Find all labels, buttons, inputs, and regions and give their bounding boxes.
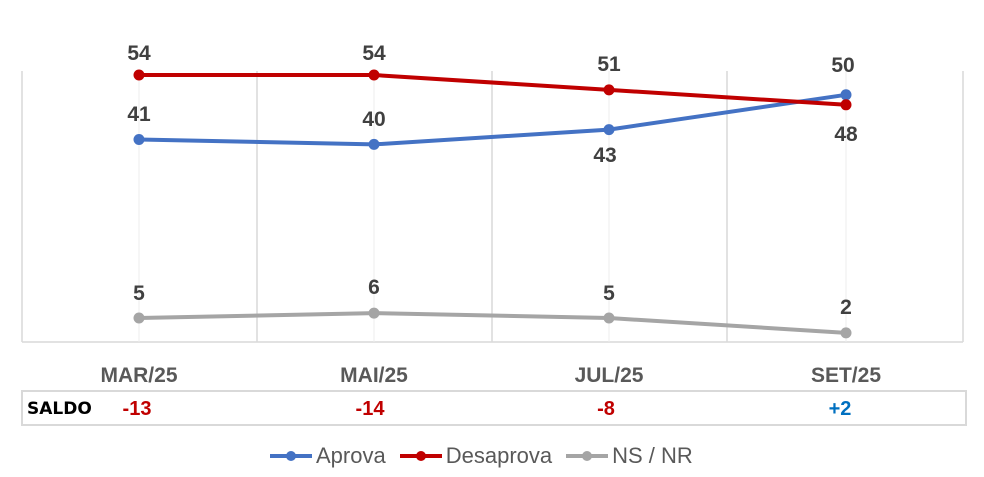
x-label-jul25: JUL/25 — [575, 364, 644, 387]
series-line-desaprova — [139, 73, 847, 107]
minor-gridlines — [138, 71, 847, 342]
legend-label-desaprova: Desaprova — [445, 443, 553, 468]
gridlines — [21, 71, 964, 343]
label-aprova-2: 43 — [593, 144, 616, 167]
label-aprova-1: 40 — [362, 108, 385, 131]
data-labels: 54 54 51 48 41 40 43 50 5 6 5 2 — [127, 42, 858, 319]
x-label-mai25: MAI/25 — [340, 364, 408, 387]
saldo-value-mai25: -14 — [355, 398, 385, 420]
data-point-marker — [840, 89, 852, 101]
saldo-value-jul25: -8 — [597, 398, 615, 420]
label-aprova-3: 50 — [831, 54, 854, 77]
data-point-marker — [603, 84, 615, 96]
data-point-marker — [368, 307, 380, 319]
saldo-value-mar25: -13 — [122, 398, 152, 420]
label-aprova-0: 41 — [127, 103, 151, 126]
data-point-marker — [840, 327, 852, 339]
legend-label-nsnr: NS / NR — [612, 443, 693, 468]
series-line-aprova — [138, 92, 847, 147]
label-nsnr-1: 6 — [368, 276, 380, 299]
x-label-set25: SET/25 — [811, 364, 881, 387]
x-axis-labels: MAR/25 MAI/25 JUL/25 SET/25 — [100, 364, 881, 387]
saldo-label: SALDO — [27, 399, 92, 419]
data-point-marker — [133, 312, 145, 324]
line-marker-icon — [270, 451, 312, 461]
line-marker-icon — [566, 451, 609, 461]
data-point-marker — [840, 99, 852, 111]
label-nsnr-0: 5 — [133, 282, 145, 305]
line-marker-icon — [399, 451, 442, 461]
legend-label-aprova: Aprova — [316, 443, 386, 468]
data-point-marker — [133, 134, 145, 145]
legend: Aprova Desaprova NS / NR — [270, 441, 693, 471]
data-point-marker — [603, 124, 615, 136]
data-point-marker — [133, 69, 145, 81]
legend-item-aprova[interactable]: Aprova — [270, 443, 386, 469]
legend-item-desaprova[interactable]: Desaprova — [399, 443, 553, 469]
series-line-nsnr — [138, 311, 847, 335]
label-desaprova-2: 51 — [597, 53, 621, 76]
legend-item-nsnr[interactable]: NS / NR — [566, 443, 693, 469]
saldo-value-set25: +2 — [828, 398, 852, 420]
label-nsnr-2: 5 — [603, 282, 615, 305]
series-layer — [133, 69, 852, 339]
label-desaprova-1: 54 — [362, 42, 386, 65]
label-desaprova-3: 48 — [834, 123, 858, 146]
label-nsnr-3: 2 — [840, 296, 852, 319]
x-label-mar25: MAR/25 — [100, 364, 177, 387]
label-desaprova-0: 54 — [127, 42, 151, 65]
data-point-marker — [368, 138, 380, 150]
data-point-marker — [368, 69, 380, 81]
data-point-marker — [603, 312, 615, 324]
saldo-table: SALDO -13 -14 -8 +2 — [21, 390, 967, 426]
